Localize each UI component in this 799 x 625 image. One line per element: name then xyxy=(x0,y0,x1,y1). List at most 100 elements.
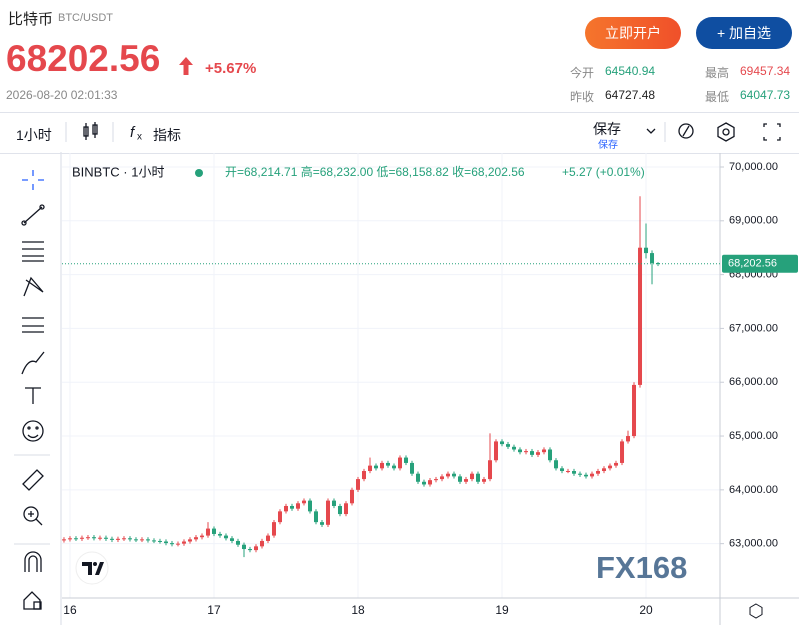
candle-body xyxy=(331,500,336,506)
candle-body xyxy=(428,480,433,485)
status-dot xyxy=(195,169,203,177)
stat-label: 最低 xyxy=(705,90,730,104)
legend-change: +5.27 (+0.01%) xyxy=(562,165,645,179)
candle-body xyxy=(584,474,589,477)
stat-value: 64047.73 xyxy=(740,88,791,102)
tv-logo xyxy=(75,551,109,585)
candle-body xyxy=(554,460,559,469)
candle-body xyxy=(127,538,132,540)
x-tick-label: 18 xyxy=(351,603,365,617)
candle-body xyxy=(650,253,655,264)
y-tick-label: 65,000.00 xyxy=(729,430,778,442)
candle-body xyxy=(223,535,228,539)
candle-body xyxy=(518,449,523,453)
candle-body xyxy=(416,473,421,482)
candle-body xyxy=(151,540,156,542)
candle-body xyxy=(319,522,324,525)
candle-body xyxy=(313,511,318,523)
candle-body xyxy=(241,544,246,550)
settings-icon[interactable] xyxy=(749,603,763,619)
candle-body xyxy=(434,479,439,481)
candle-body xyxy=(608,465,613,469)
candle-body xyxy=(181,541,186,544)
up-arrow xyxy=(179,57,193,75)
stat-label: 最高 xyxy=(705,66,730,80)
candle-body xyxy=(566,471,571,473)
candle-body xyxy=(211,528,216,534)
candle-body xyxy=(488,460,493,480)
stat-label: 昨收 xyxy=(570,90,595,104)
candle-body xyxy=(373,465,378,469)
x-tick-label: 20 xyxy=(639,603,653,617)
candle-body xyxy=(235,540,240,545)
candle-body xyxy=(632,384,637,437)
save[interactable]: 保存 xyxy=(593,121,621,137)
candle-body xyxy=(73,538,78,540)
candle-body xyxy=(536,452,541,455)
candle-body xyxy=(289,505,294,509)
y-tick-label: 63,000.00 xyxy=(729,538,778,550)
candle-body xyxy=(398,457,403,469)
indicators[interactable]: 指标 xyxy=(153,127,181,143)
open-account-button[interactable]: 立即开户 xyxy=(585,17,681,49)
candle-body xyxy=(91,537,96,539)
candle-body xyxy=(259,540,264,547)
candle-body xyxy=(265,535,270,541)
candle-body xyxy=(109,538,114,540)
candle-body xyxy=(139,539,144,541)
candle-body xyxy=(410,462,415,474)
stat-label: 今开 xyxy=(570,66,595,80)
candle-body xyxy=(404,457,409,463)
interval[interactable]: 1小时 xyxy=(16,127,52,143)
candle-body xyxy=(602,468,607,472)
candle-body xyxy=(283,505,288,512)
candle-body xyxy=(307,500,312,512)
candle-body xyxy=(590,473,595,477)
candle-body xyxy=(61,539,66,541)
plot xyxy=(62,153,720,598)
candle-body xyxy=(295,503,300,509)
price-label-bg xyxy=(722,254,798,273)
candle-body xyxy=(163,541,168,544)
candle-body xyxy=(277,511,282,523)
stat-value: 64540.94 xyxy=(605,64,656,78)
x-tick-label: 16 xyxy=(63,603,77,617)
drawing-tools xyxy=(14,152,62,625)
y-tick-label: 64,000.00 xyxy=(729,484,778,496)
y-tick-label: 67,000.00 xyxy=(729,322,778,334)
candle-body xyxy=(343,503,348,515)
y-tick-label: 69,000.00 xyxy=(729,215,778,227)
candle-body xyxy=(229,538,234,541)
candle-body xyxy=(422,481,427,485)
pair: BTC/USDT xyxy=(58,12,113,24)
coin-name: 比特币 xyxy=(8,11,54,28)
price-label: 68,202.56 xyxy=(728,258,777,270)
candle-body xyxy=(524,451,529,453)
candle-body xyxy=(500,441,505,445)
candle-body xyxy=(494,441,499,461)
candle-body xyxy=(440,476,445,480)
candle-body xyxy=(361,471,366,480)
legend-ohlc: 开=68,214.71 高=68,232.00 低=68,158.82 收=68… xyxy=(225,164,525,179)
price: 68202.56 xyxy=(6,38,161,79)
candle-body xyxy=(367,465,372,472)
candle-body xyxy=(638,247,643,385)
watermark: FX168 xyxy=(596,550,687,585)
candle-body xyxy=(452,473,457,477)
candle-body xyxy=(512,446,517,450)
candle-body xyxy=(470,473,475,480)
candle-body xyxy=(542,449,547,453)
candle-body xyxy=(253,546,258,551)
svg-text:f: f xyxy=(130,124,136,141)
candle-body xyxy=(85,537,90,539)
candle-body xyxy=(656,263,661,265)
candle-body xyxy=(596,471,601,474)
svg-text:x: x xyxy=(137,132,142,143)
candle-body xyxy=(560,468,565,472)
watchlist-button[interactable]: + 加自选 xyxy=(696,17,792,49)
legend-symbol: BINBTC · 1小时 xyxy=(72,164,164,179)
candle-body xyxy=(247,549,252,551)
